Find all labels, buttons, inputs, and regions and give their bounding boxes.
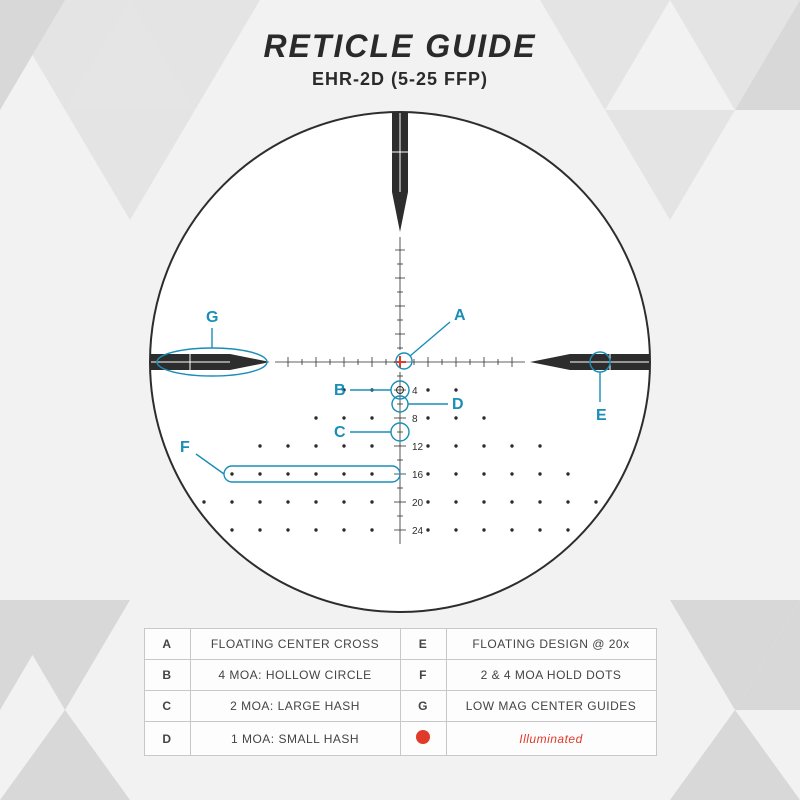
legend-table: AFLOATING CENTER CROSSEFLOATING DESIGN @…	[144, 628, 657, 756]
legend-desc: Illuminated	[446, 722, 656, 756]
svg-text:4: 4	[412, 386, 418, 397]
legend-key: G	[400, 691, 446, 722]
svg-text:F: F	[180, 439, 190, 456]
legend-key: F	[400, 660, 446, 691]
legend-desc: FLOATING DESIGN @ 20x	[446, 629, 656, 660]
legend-key: E	[400, 629, 446, 660]
legend-desc: LOW MAG CENTER GUIDES	[446, 691, 656, 722]
legend-key	[400, 722, 446, 756]
legend-desc: FLOATING CENTER CROSS	[190, 629, 400, 660]
svg-text:G: G	[206, 309, 218, 326]
svg-text:D: D	[452, 396, 464, 413]
legend-desc: 1 MOA: SMALL HASH	[190, 722, 400, 756]
legend-desc: 2 & 4 MOA HOLD DOTS	[446, 660, 656, 691]
svg-text:A: A	[454, 307, 466, 324]
legend-key: D	[144, 722, 190, 756]
svg-text:8: 8	[412, 414, 418, 425]
svg-text:12: 12	[412, 442, 424, 453]
legend-key: C	[144, 691, 190, 722]
page-subtitle: EHR-2D (5-25 FFP)	[312, 69, 488, 90]
legend-desc: 2 MOA: LARGE HASH	[190, 691, 400, 722]
svg-text:C: C	[334, 424, 346, 441]
page-title: RETICLE GUIDE	[263, 28, 536, 65]
legend-key: B	[144, 660, 190, 691]
legend-key: A	[144, 629, 190, 660]
svg-text:E: E	[596, 407, 607, 424]
reticle-diagram: 4 8 12 16 20 24 A B D C E G F	[140, 102, 660, 622]
legend-desc: 4 MOA: HOLLOW CIRCLE	[190, 660, 400, 691]
svg-text:16: 16	[412, 470, 424, 481]
svg-text:24: 24	[412, 526, 424, 537]
svg-text:B: B	[334, 382, 346, 399]
svg-text:20: 20	[412, 498, 424, 509]
